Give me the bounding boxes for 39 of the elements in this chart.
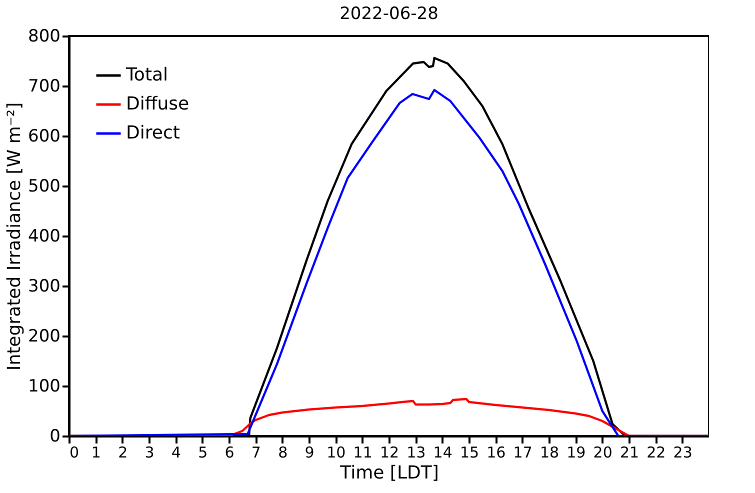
x-tick-label: 18 [540, 444, 560, 462]
x-tick-label: 7 [251, 444, 261, 462]
x-tick-label: 4 [171, 444, 181, 462]
x-tick-label: 10 [326, 444, 346, 462]
x-tick-label: 2 [118, 444, 128, 462]
x-tick-label: 8 [278, 444, 288, 462]
x-tick-label: 20 [593, 444, 612, 462]
y-tick-label: 500 [28, 176, 60, 196]
x-tick-label: 19 [566, 444, 586, 462]
y-tick-label: 300 [28, 276, 60, 296]
x-tick-label: 9 [304, 444, 314, 462]
y-tick-label: 800 [28, 26, 60, 46]
x-tick-label: 12 [380, 444, 400, 462]
x-tick-label: 6 [224, 444, 234, 462]
x-tick-label: 17 [513, 444, 532, 462]
x-tick-label: 16 [486, 444, 506, 462]
y-axis-title: Integrated Irradiance [W m⁻²] [4, 102, 26, 371]
x-tick-label: 3 [144, 444, 154, 462]
legend-label: Direct [126, 122, 180, 144]
legend-label: Diffuse [126, 94, 190, 114]
y-tick-label: 600 [28, 126, 60, 146]
y-tick-label: 400 [28, 226, 60, 246]
x-tick-label: 11 [353, 444, 372, 462]
x-tick-label: 23 [673, 444, 692, 462]
x-tick-label: 1 [91, 444, 101, 462]
x-tick-label: 0 [70, 444, 80, 462]
y-tick-label: 100 [28, 376, 60, 396]
x-tick-label: 5 [198, 444, 208, 462]
legend-label: Total [125, 64, 168, 86]
x-tick-label: 13 [406, 444, 426, 462]
x-tick-label: 14 [433, 444, 452, 462]
y-tick-label: 0 [50, 426, 60, 446]
x-tick-label: 21 [620, 444, 640, 462]
y-tick-label: 200 [28, 326, 60, 346]
chart-title: 2022-06-28 [340, 4, 438, 24]
y-tick-label: 700 [28, 76, 60, 96]
x-tick-label: 22 [646, 444, 666, 462]
x-axis-title: Time [LDT] [339, 462, 439, 484]
x-tick-label: 15 [460, 444, 480, 462]
